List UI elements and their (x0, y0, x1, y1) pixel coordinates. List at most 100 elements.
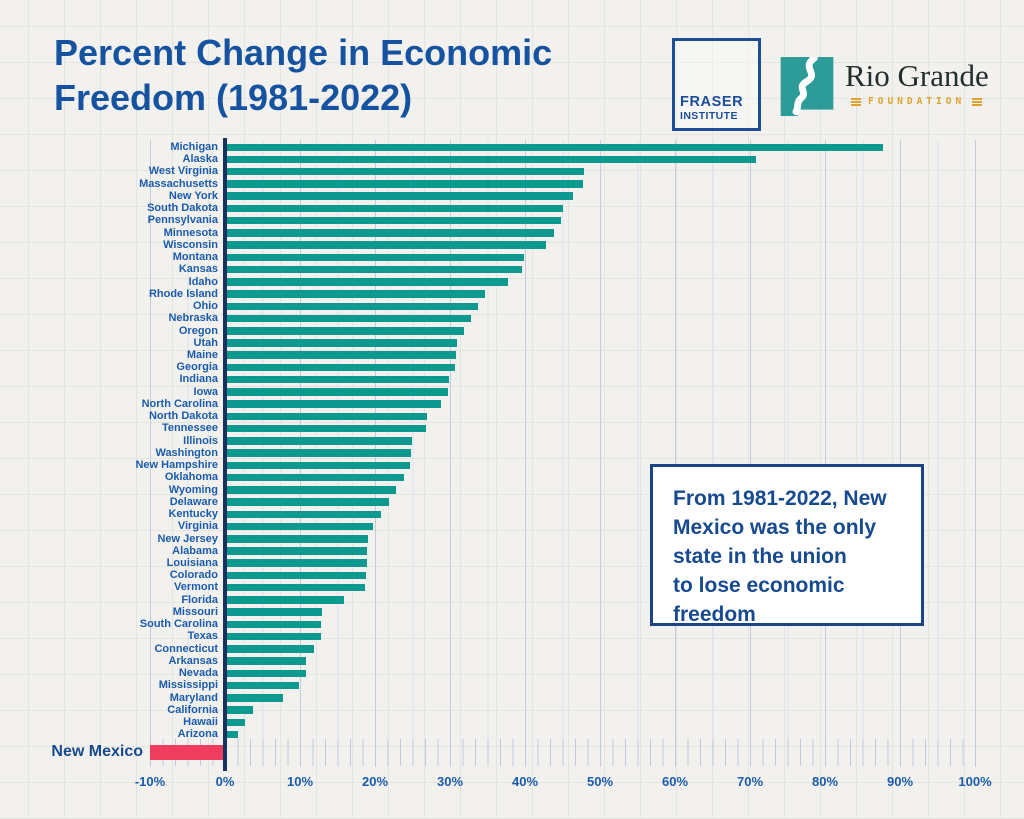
state-label: Montana (172, 251, 218, 264)
fraser-institute-logo: FRASER INSTITUTE (672, 38, 761, 131)
state-label: Alaska (182, 153, 218, 166)
state-label: Colorado (169, 569, 218, 582)
state-bar (227, 388, 448, 396)
state-label: Indiana (179, 373, 218, 386)
state-bar (227, 302, 478, 311)
state-label: Tennessee (161, 422, 218, 435)
state-bar (227, 694, 283, 702)
state-bar (227, 681, 300, 690)
state-label: Maine (186, 348, 218, 361)
state-label: Kentucky (168, 508, 218, 521)
state-label: Washington (155, 446, 218, 459)
state-bar (227, 583, 366, 592)
state-bar (227, 290, 486, 298)
state-bar (227, 730, 238, 739)
state-bar (227, 192, 573, 200)
state-bar (227, 180, 583, 188)
state-bar (227, 241, 546, 249)
state-bar (227, 204, 563, 213)
state-label: North Dakota (148, 410, 218, 423)
state-label: Alabama (172, 544, 218, 557)
state-bar (227, 327, 464, 335)
state-label: Idaho (188, 275, 218, 288)
state-bar (227, 706, 253, 714)
state-label: New Jersey (157, 532, 218, 545)
state-label: California (167, 703, 218, 716)
state-bar (227, 314, 471, 323)
state-label: New Mexico (51, 742, 143, 760)
gold-bars-icon (851, 97, 861, 106)
state-label: Ohio (192, 300, 218, 313)
axis-minor-ticks (150, 739, 977, 766)
annotation-text: From 1981-2022, New Mexico was the only … (673, 487, 887, 626)
state-label: Kansas (178, 263, 218, 276)
state-label: Hawaii (183, 716, 218, 729)
state-label: North Carolina (141, 397, 218, 410)
state-bar (227, 375, 449, 384)
state-label: New Hampshire (135, 459, 218, 472)
page-title: Percent Change in Economic Freedom (1981… (54, 32, 553, 118)
state-bar (227, 363, 456, 372)
state-label: Virginia (177, 520, 218, 533)
x-axis-label: 60% (661, 774, 689, 789)
state-bar (227, 253, 525, 262)
state-bar (227, 486, 396, 494)
annotation-box: From 1981-2022, New Mexico was the only … (650, 464, 924, 626)
rio-grande-wordmark: Rio Grande FOUNDATION (845, 57, 989, 108)
state-label: Wisconsin (163, 238, 218, 251)
state-label: South Dakota (147, 202, 218, 215)
state-label: Minnesota (163, 226, 218, 239)
state-label: Arkansas (168, 654, 218, 667)
state-label: Missouri (172, 605, 218, 618)
state-label: Oregon (178, 324, 218, 337)
state-bar (227, 437, 412, 445)
state-bar (227, 620, 321, 629)
x-axis-label: 40% (511, 774, 539, 789)
state-label: Oklahoma (164, 471, 218, 484)
state-label: Michigan (170, 141, 218, 153)
state-label: Pennsylvania (147, 214, 218, 227)
state-bar (227, 143, 883, 151)
state-label: Florida (181, 593, 218, 606)
fraser-logo-subtext: INSTITUTE (680, 110, 738, 122)
x-axis-label: 80% (811, 774, 839, 789)
state-label: Texas (187, 630, 218, 643)
x-axis-label: 50% (586, 774, 614, 789)
state-bar (227, 155, 756, 164)
state-bar (227, 461, 411, 470)
state-label: Utah (193, 336, 218, 349)
state-label: Massachusetts (139, 177, 218, 190)
state-bar (227, 216, 561, 225)
state-bar (227, 400, 441, 408)
state-bar (227, 510, 381, 519)
state-label: Delaware (169, 495, 218, 508)
state-bar (227, 473, 404, 482)
state-label: Illinois (183, 434, 218, 447)
x-axis-label: 70% (736, 774, 764, 789)
state-label: Georgia (176, 361, 218, 374)
state-label: South Carolina (139, 618, 218, 631)
state-bar (227, 412, 427, 421)
state-bar (227, 424, 426, 433)
zero-axis-line (223, 138, 227, 771)
rio-grande-name: Rio Grande (845, 58, 989, 93)
state-label: Nebraska (168, 312, 218, 325)
state-bar (227, 498, 389, 506)
state-label: Mississippi (158, 679, 218, 692)
state-bar (227, 547, 367, 555)
state-label: Iowa (193, 385, 218, 398)
state-bar (150, 744, 223, 760)
state-bar (227, 229, 555, 237)
x-axis-label: 100% (958, 774, 992, 789)
state-label: Maryland (169, 691, 218, 704)
x-axis-label: 10% (286, 774, 314, 789)
bar-chart: Michigan Alaska West Virginia Massachusetts… (0, 138, 1024, 808)
state-bar (227, 596, 345, 604)
state-bar (227, 571, 366, 580)
rio-grande-river-icon (780, 57, 834, 116)
fraser-logo-text: FRASER (680, 94, 744, 110)
x-axis-label: -10% (134, 774, 166, 789)
state-bar (227, 278, 508, 286)
rio-grande-foundation-label: FOUNDATION (868, 96, 966, 107)
